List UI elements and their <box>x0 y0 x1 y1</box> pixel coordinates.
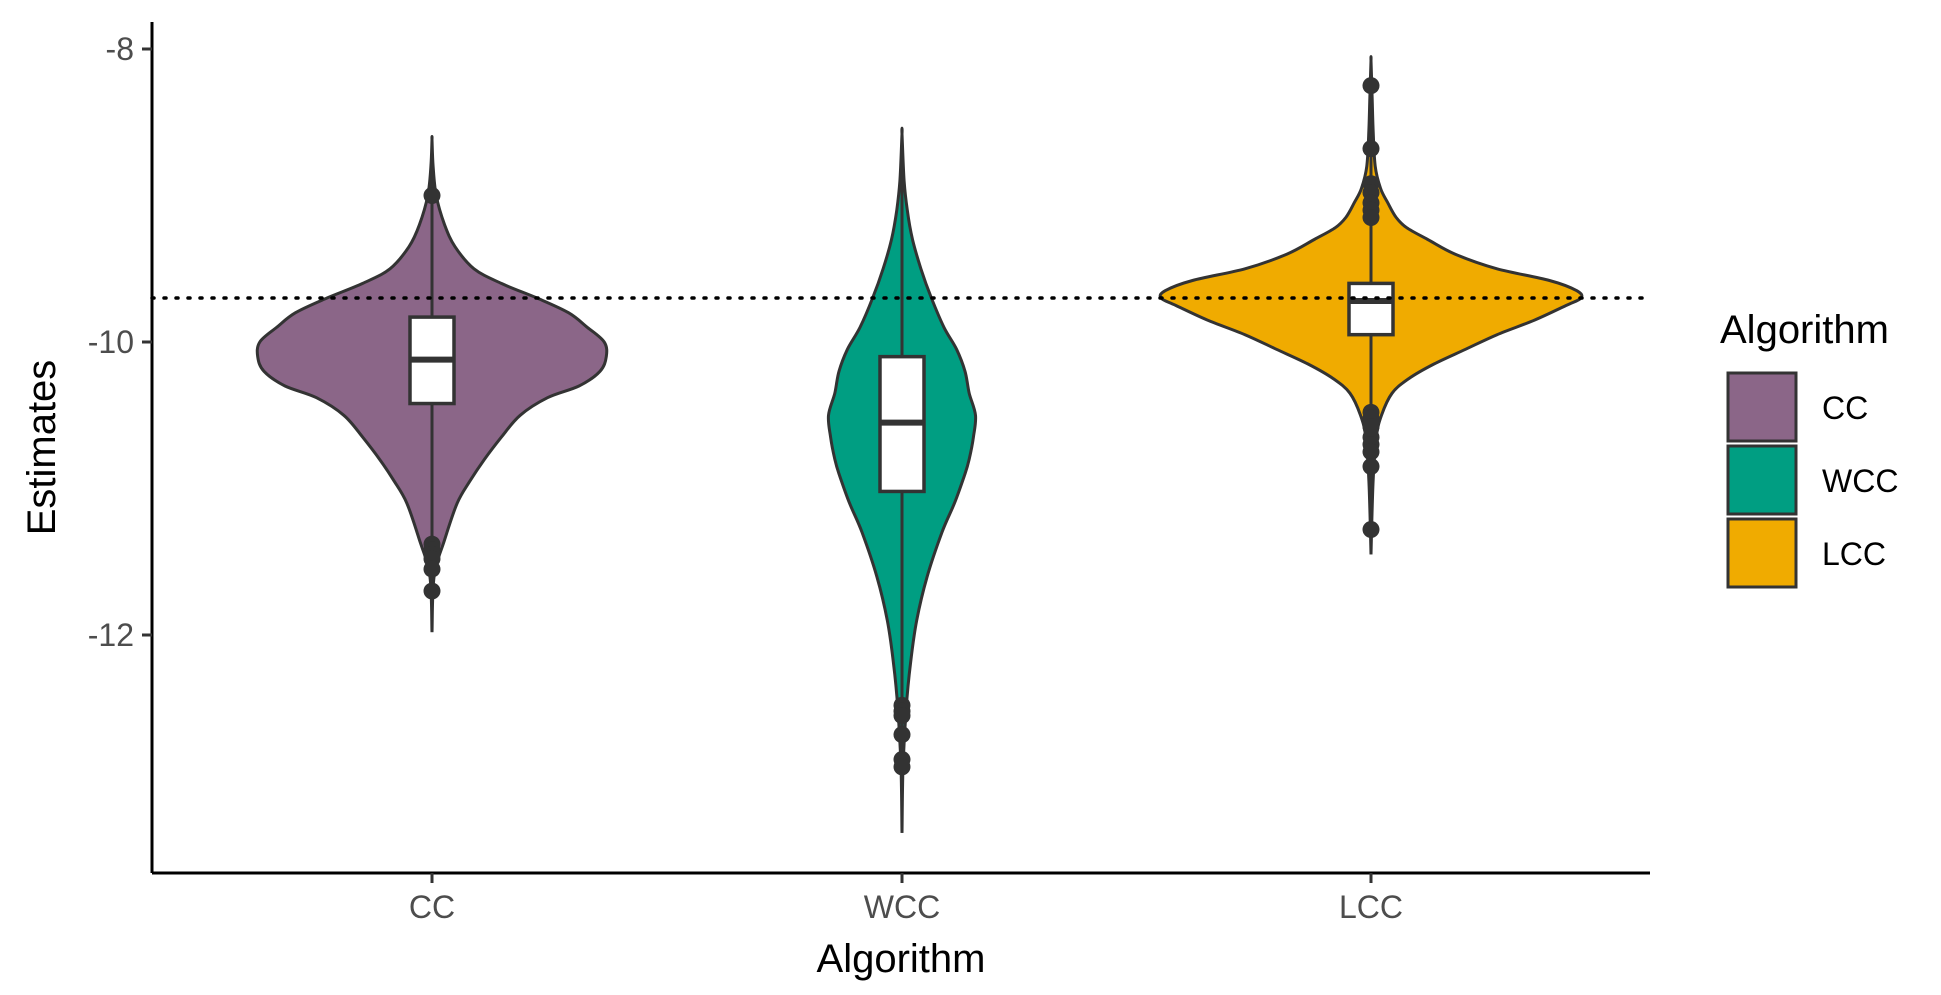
outlier-point-cc <box>423 187 441 204</box>
legend: Algorithm CC WCC LCC <box>1720 308 1898 589</box>
legend-label-wcc: WCC <box>1822 463 1898 499</box>
y-tick-label: -12 <box>88 617 134 653</box>
violin-layer <box>255 55 1584 833</box>
outlier-point-wcc <box>893 707 911 725</box>
outlier-point-lcc <box>1362 443 1380 461</box>
outlier-point-cc <box>423 582 441 600</box>
legend-title: Algorithm <box>1720 308 1889 352</box>
outlier-point-lcc <box>1362 77 1380 95</box>
outlier-point-lcc <box>1362 208 1380 226</box>
box-lcc <box>1347 281 1395 337</box>
outlier-point-lcc <box>1362 521 1380 539</box>
x-tick-label: WCC <box>864 889 940 925</box>
y-tick-label: -8 <box>106 31 134 67</box>
violin-group-lcc <box>1158 55 1584 555</box>
outlier-point-wcc <box>893 726 911 744</box>
x-tick-label: CC <box>409 889 455 925</box>
y-axis-title: Estimates <box>20 360 64 536</box>
outlier-point-lcc <box>1362 140 1380 158</box>
axes-layer: -12 -10 -8 CC WCC LCC Algorithm Estimates <box>20 22 1650 981</box>
violin-group-cc <box>255 135 609 633</box>
violin-group-wcc <box>826 126 978 833</box>
legend-key-lcc <box>1726 517 1798 589</box>
outlier-point-cc <box>423 560 441 578</box>
x-axis-title: Algorithm <box>817 937 986 981</box>
legend-key-wcc <box>1726 444 1798 516</box>
outlier-point-lcc <box>1362 458 1380 476</box>
legend-key-cc <box>1726 371 1798 443</box>
y-tick-label: -10 <box>88 324 134 360</box>
legend-label-cc: CC <box>1822 390 1868 426</box>
outlier-point-wcc <box>893 758 911 776</box>
x-tick-label: LCC <box>1339 889 1403 925</box>
legend-label-lcc: LCC <box>1822 536 1886 572</box>
